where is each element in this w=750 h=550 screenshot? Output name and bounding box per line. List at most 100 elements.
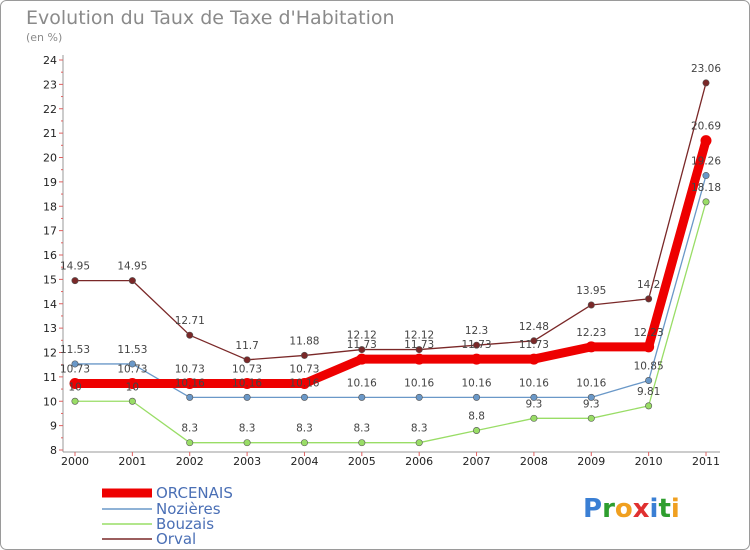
- y-tick-label: 16: [43, 249, 57, 262]
- data-label: 12.3: [465, 325, 488, 337]
- x-tick-label: 2000: [61, 455, 89, 468]
- data-point: [356, 353, 368, 365]
- data-point: [473, 393, 481, 401]
- chart-title: Evolution du Taux de Taxe d'Habitation: [26, 7, 395, 29]
- data-point: [587, 393, 595, 401]
- logo-letter: i: [650, 494, 659, 524]
- data-label: 12.48: [519, 321, 549, 333]
- x-tick-label: 2002: [176, 455, 204, 468]
- data-point: [471, 353, 483, 365]
- data-point: [241, 377, 253, 389]
- data-label: 10.16: [462, 377, 492, 389]
- series-line-nozières: [75, 175, 707, 399]
- data-label: 12.12: [347, 330, 377, 342]
- series-line-bouzais: [75, 201, 707, 444]
- data-label: 8.3: [353, 423, 370, 435]
- data-point: [358, 346, 366, 354]
- data-point: [530, 414, 538, 422]
- x-tick-label: 2010: [635, 455, 663, 468]
- data-point: [585, 341, 597, 353]
- data-label: 14.2: [637, 279, 660, 291]
- data-label: 10.73: [60, 363, 90, 375]
- data-label: 10.16: [232, 377, 262, 389]
- axes: 8 9 10 11 12 13 14 15 16 17 18 19 20 21 22 23 24 2000 2001…: [43, 54, 720, 468]
- data-point: [126, 377, 138, 389]
- data-point: [473, 341, 481, 349]
- data-point: [71, 277, 79, 285]
- y-tick-label: 21: [43, 127, 57, 140]
- legend-entry: Nozières: [156, 500, 221, 518]
- data-point: [700, 135, 712, 147]
- data-label: 10.16: [347, 377, 377, 389]
- series-line-orval: [75, 82, 707, 361]
- data-point: [413, 353, 425, 365]
- data-labels: 10.73 10.73 10.73 10.73 10.73 11.73 11.73 11.73…: [60, 63, 721, 435]
- data-point: [300, 439, 308, 447]
- data-point: [69, 377, 81, 389]
- data-point: [128, 397, 136, 405]
- x-tick-label: 2006: [405, 455, 433, 468]
- y-tick-label: 20: [43, 152, 57, 165]
- data-label: 14.95: [60, 261, 90, 273]
- legend-entry: Bouzais: [156, 515, 214, 533]
- data-point: [243, 393, 251, 401]
- data-label: 11.7: [235, 340, 258, 352]
- data-label: 11.73: [404, 339, 434, 351]
- data-label: 9.81: [637, 386, 660, 398]
- series-lines: [69, 79, 712, 447]
- x-tick-label: 2004: [290, 455, 318, 468]
- legend-entry: Orval: [156, 530, 196, 548]
- data-label: 10.73: [117, 363, 147, 375]
- data-label: 11.53: [117, 344, 147, 356]
- data-label: 10.16: [519, 377, 549, 389]
- data-point: [587, 301, 595, 309]
- x-tick-label: 2005: [348, 455, 376, 468]
- data-point: [71, 397, 79, 405]
- data-label: 10.73: [289, 363, 319, 375]
- x-tick-label: 2008: [520, 455, 548, 468]
- data-point: [702, 79, 710, 87]
- logo-letter: r: [602, 494, 615, 524]
- data-point: [528, 353, 540, 365]
- data-label: 11.73: [462, 339, 492, 351]
- x-tick-label: 2009: [577, 455, 605, 468]
- data-point: [298, 377, 310, 389]
- data-label: 12.23: [634, 327, 664, 339]
- data-label: 10.16: [289, 377, 319, 389]
- data-point: [645, 402, 653, 410]
- series-line-orcenais: [75, 139, 711, 388]
- y-tick-label: 13: [43, 322, 57, 335]
- data-point: [186, 439, 194, 447]
- data-label: 8.3: [296, 423, 313, 435]
- data-point: [415, 393, 423, 401]
- data-label: 11.73: [347, 339, 377, 351]
- data-label: 10: [126, 381, 139, 393]
- data-point: [184, 377, 196, 389]
- y-tick-label: 23: [43, 78, 57, 91]
- y-tick-label: 22: [43, 103, 57, 116]
- data-point: [128, 277, 136, 285]
- data-label: 8.3: [411, 423, 428, 435]
- data-point: [645, 295, 653, 303]
- data-label: 14.95: [117, 261, 147, 273]
- data-point: [128, 360, 136, 368]
- data-label: 9.3: [583, 398, 600, 410]
- data-point: [530, 393, 538, 401]
- data-label: 10.73: [175, 363, 205, 375]
- data-point: [71, 360, 79, 368]
- data-label: 8.3: [181, 423, 198, 435]
- y-tick-label: 10: [43, 395, 57, 408]
- chart-subtitle: (en %): [26, 31, 62, 44]
- y-tick-label: 19: [43, 176, 57, 189]
- x-tick-label: 2001: [118, 455, 146, 468]
- data-point: [530, 337, 538, 345]
- data-label: 8.8: [468, 411, 485, 423]
- data-label: 10: [68, 381, 81, 393]
- proxiti-logo: Proxiti: [583, 494, 680, 524]
- data-point: [473, 426, 481, 434]
- y-tick-label: 24: [43, 54, 57, 67]
- data-label: 10.16: [175, 377, 205, 389]
- data-label: 11.88: [289, 335, 319, 347]
- data-point: [702, 172, 710, 180]
